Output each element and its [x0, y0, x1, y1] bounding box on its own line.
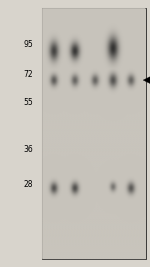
Text: 28: 28	[24, 180, 33, 189]
Text: 55: 55	[23, 98, 33, 107]
Polygon shape	[143, 77, 150, 83]
Text: 95: 95	[23, 40, 33, 49]
Bar	[42, 8, 146, 259]
Text: 72: 72	[23, 70, 33, 79]
Text: 36: 36	[23, 145, 33, 154]
